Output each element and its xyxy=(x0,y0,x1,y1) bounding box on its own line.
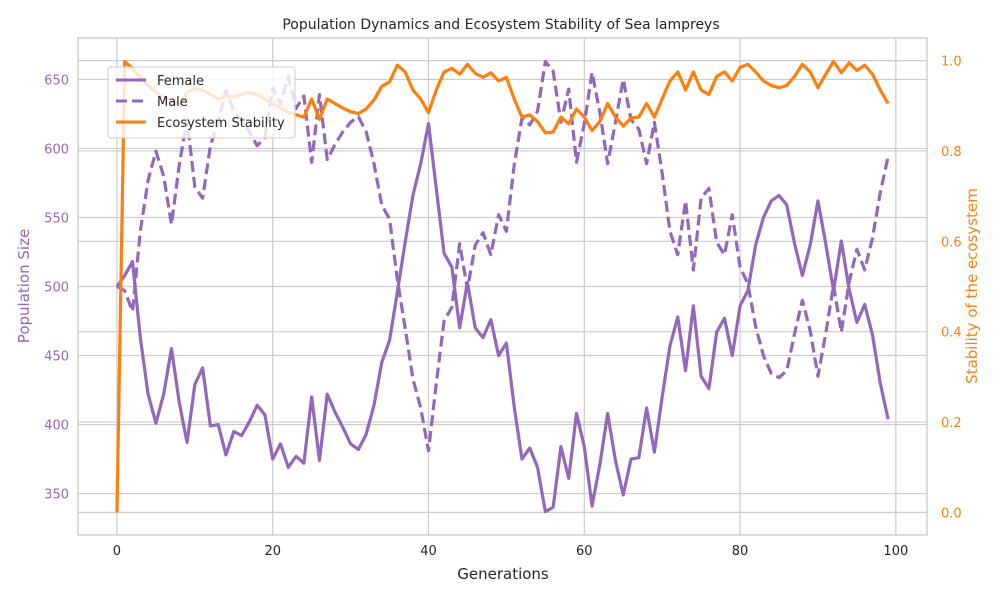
y-left-tick-label: 400 xyxy=(44,419,69,434)
x-tick-label: 80 xyxy=(732,544,749,559)
legend-label-stability: Ecosystem Stability xyxy=(157,116,285,131)
y-right-tick-label: 0.6 xyxy=(941,235,962,250)
y-left-tick-label: 600 xyxy=(44,142,69,157)
x-axis-label: Generations xyxy=(457,565,549,583)
y-axis-right-label: Stability of the ecosystem xyxy=(963,188,981,384)
chart-title: Population Dynamics and Ecosystem Stabil… xyxy=(282,17,719,33)
y-left-tick-label: 450 xyxy=(44,350,69,365)
y-right-tick-label: 1.0 xyxy=(941,55,962,70)
y-right-tick-label: 0.2 xyxy=(941,416,962,431)
y-right-tick-label: 0.0 xyxy=(941,506,962,521)
y-left-tick-label: 500 xyxy=(44,281,69,296)
x-tick-label: 20 xyxy=(264,544,281,559)
y-axis-left-label: Population Size xyxy=(15,229,33,343)
legend: Female Male Ecosystem Stability xyxy=(107,66,296,139)
y-left-tick-label: 350 xyxy=(44,488,69,503)
x-tick-label: 60 xyxy=(576,544,593,559)
x-tick-label: 100 xyxy=(883,544,908,559)
legend-frame xyxy=(107,66,296,139)
x-tick-label: 40 xyxy=(420,544,437,559)
legend-label-male: Male xyxy=(157,95,188,110)
legend-label-female: Female xyxy=(157,74,204,89)
x-tick-label: 0 xyxy=(113,544,121,559)
y-left-tick-label: 550 xyxy=(44,211,69,226)
y-right-tick-label: 0.4 xyxy=(941,326,962,341)
female-line xyxy=(115,121,890,514)
male-line xyxy=(116,59,890,453)
y-right-tick-label: 0.8 xyxy=(941,145,962,160)
plot-frame xyxy=(77,37,928,536)
ticks-layer: 0 20 40 60 80 100 350 400 450 500 550 600 650 0.0 0.2 0… xyxy=(44,55,962,559)
plot-border xyxy=(77,37,928,536)
y-left-tick-label: 650 xyxy=(44,73,69,88)
